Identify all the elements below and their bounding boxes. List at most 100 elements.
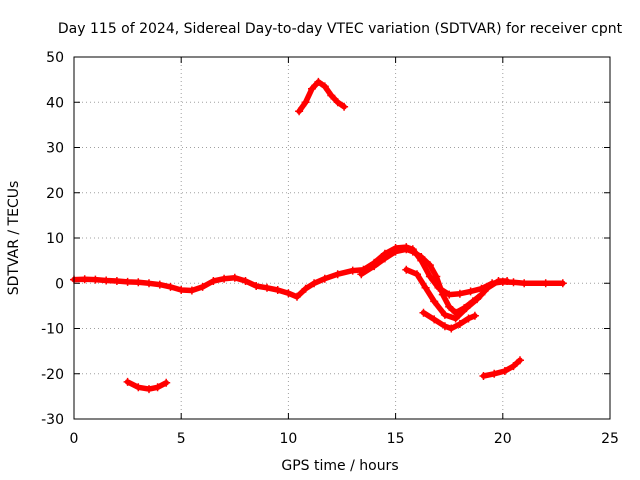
data-point [490,369,499,378]
data-point [432,272,441,281]
data-point [220,274,229,283]
data-point [314,77,323,86]
data-point [153,383,162,392]
data-point [340,102,349,111]
data-point [112,277,121,285]
data-point [402,245,411,254]
plot-frame [73,56,611,420]
data-point [503,277,512,285]
y-tick-label: 40 [46,95,64,111]
x-tick-label: 25 [601,431,619,447]
data-point [421,283,430,292]
data-point [320,82,329,91]
y-tick-label: 50 [46,50,64,66]
series-line [296,79,347,115]
data-point [509,362,518,371]
data-point [263,283,271,292]
data-point [447,324,456,333]
data-point [419,308,428,317]
chart-title: Day 115 of 2024, Sidereal Day-to-day VTE… [58,21,623,37]
y-tick-label: 20 [46,186,64,202]
data-point [417,253,426,261]
data-point [402,265,411,274]
data-point [134,278,143,287]
data-point [252,282,261,290]
data-point [466,287,475,296]
data-point [198,282,207,291]
y-tick-label: -20 [41,367,64,383]
data-point [357,270,366,279]
data-point [455,320,464,328]
y-axis-label: SDTVAR / TECUs [6,181,22,296]
x-axis-label: GPS time / hours [281,458,398,474]
data-point [155,280,164,289]
data-point [91,275,100,284]
data-point [145,385,153,394]
y-tick-label: 0 [55,276,64,292]
data-point [162,378,171,387]
y-tick-label: -30 [41,412,64,428]
data-point [470,311,479,320]
data-point [308,84,316,93]
series-evening-dip-a [402,265,512,323]
data-point [145,279,153,288]
data-point [462,304,471,313]
data-point [177,286,186,294]
data-point [413,270,421,279]
data-point [408,247,417,256]
x-tick-label: 10 [279,431,297,447]
data-point [123,377,132,386]
data-point [438,290,447,299]
y-tick-label: 10 [46,231,64,247]
data-point [494,277,503,285]
data-point [293,292,301,301]
data-point [295,107,304,116]
data-point [380,254,389,263]
data-point [451,314,460,323]
x-tick-label: 0 [70,431,79,447]
data-point [455,289,464,298]
x-tick-label: 5 [177,431,186,447]
data-point [425,261,434,270]
series-main-band [70,243,567,301]
data-point [445,302,454,311]
x-tick-label: 15 [387,431,405,447]
data-point [520,279,529,288]
data-point [301,284,310,293]
data-point [541,279,550,288]
data-point [440,322,449,331]
data-point [134,383,143,392]
y-tick-label: -10 [41,322,64,338]
y-tick-label: 30 [46,141,64,157]
data-point [464,314,473,323]
data-point [430,315,439,324]
data-point [80,275,89,284]
data-point [391,247,400,256]
series-arc-bottom-left [123,377,171,394]
data-point [473,295,482,304]
data-point [333,98,342,107]
data-point [558,279,567,288]
series-line [71,244,566,300]
x-tick-label: 20 [494,431,512,447]
series-evening-dip-b [419,308,479,333]
data-point [273,286,282,294]
data-point [166,282,175,291]
data-point [320,274,329,283]
data-point [187,286,196,295]
data-point [500,367,509,375]
data-point [430,297,439,306]
series-arc-bottom-right [479,356,524,380]
data-point [479,372,488,380]
data-point [230,273,239,282]
data-point [440,310,449,319]
data-point [301,98,310,107]
series-arc-top [295,77,349,116]
data-point [327,91,336,100]
data-point [310,279,319,288]
data-point [483,283,492,292]
data-point [333,270,342,279]
data-point [509,278,518,287]
data-point [370,262,379,271]
